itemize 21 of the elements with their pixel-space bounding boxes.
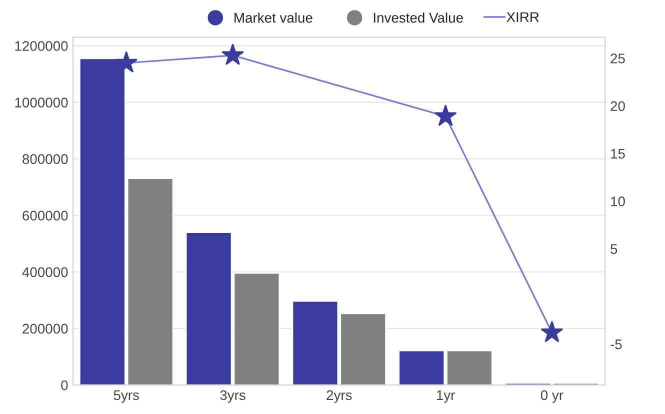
- y-tick-label: 400000: [22, 267, 68, 278]
- y2-tick-label: 10: [611, 196, 625, 206]
- x-tick-label: 0 yr: [540, 390, 564, 403]
- y-tick-label: 600000: [22, 210, 68, 221]
- x-tick-label: 3yrs: [220, 390, 246, 403]
- y-tick-label: 0: [61, 380, 68, 390]
- y-tick-label: 1200000: [15, 41, 68, 51]
- y2-tick-label: 5: [610, 244, 618, 254]
- y2-tick-label: 15: [611, 148, 625, 159]
- y-tick-label: 200000: [22, 324, 68, 334]
- legend-label: Market value: [234, 12, 312, 23]
- y2-tick-label: -5: [610, 340, 622, 350]
- x-tick-label: 1yr: [436, 390, 455, 403]
- y-tick-label: 1000000: [15, 98, 68, 108]
- legend-label: XIRR: [506, 12, 539, 22]
- y-tick-label: 800000: [22, 154, 68, 164]
- x-tick-label: 2yrs: [326, 390, 352, 403]
- y2-tick-label: 20: [610, 101, 625, 112]
- legend-label: Invested Value: [374, 12, 463, 23]
- x-tick-label: 5yrs: [114, 390, 139, 403]
- y2-tick-label: 25: [610, 54, 625, 64]
